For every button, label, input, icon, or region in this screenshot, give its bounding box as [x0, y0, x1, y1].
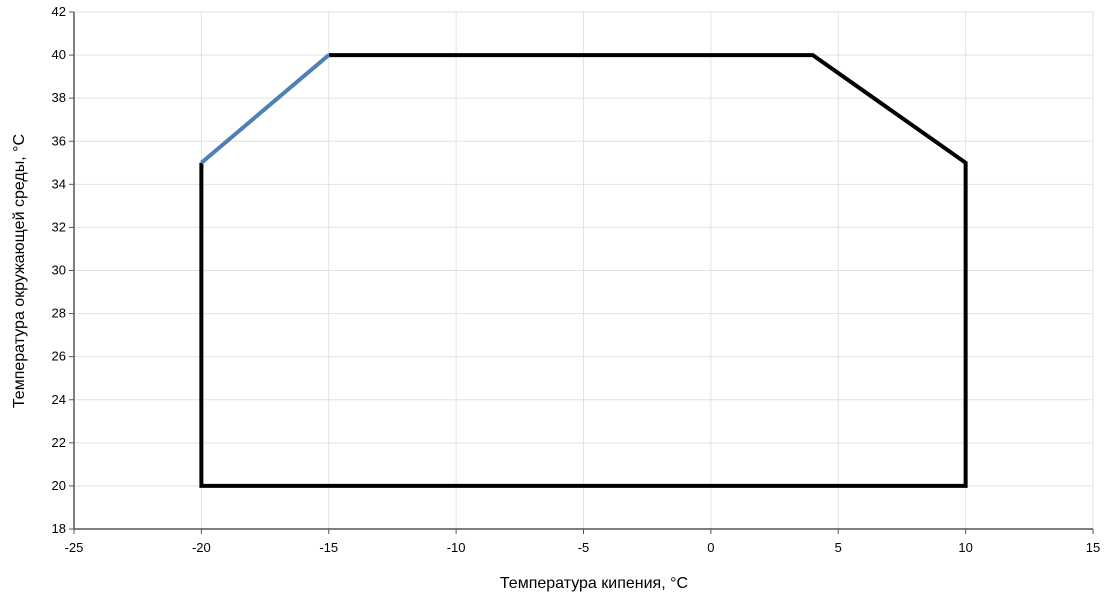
- x-tick-label: -15: [319, 540, 338, 555]
- y-tick-label: 42: [52, 4, 66, 19]
- y-tick-label: 30: [52, 263, 66, 278]
- y-tick-label: 34: [52, 176, 66, 191]
- y-tick-label: 26: [52, 349, 66, 364]
- y-tick-label: 22: [52, 435, 66, 450]
- y-tick-label: 20: [52, 478, 66, 493]
- y-tick-label: 18: [52, 521, 66, 536]
- grid: [74, 11, 1094, 529]
- x-tick-labels: -25 -20 -15 -10 -5 0 5 10 15: [65, 540, 1101, 555]
- y-tick-label: 38: [52, 90, 66, 105]
- y-tick-label: 40: [52, 47, 66, 62]
- y-axis-title: Температура окружающей среды, °С: [11, 134, 28, 408]
- x-tick-label: 10: [958, 540, 972, 555]
- y-tick-labels: 18 20 22 24 26 28 30 32 34 36 38 40 42: [52, 4, 66, 536]
- y-tick-label: 32: [52, 219, 66, 234]
- x-axis-title: Температура кипения, °С: [500, 575, 688, 592]
- x-tick-label: -10: [447, 540, 466, 555]
- x-tick-label: -25: [65, 540, 84, 555]
- x-tick-label: -5: [578, 540, 590, 555]
- x-tick-label: 15: [1086, 540, 1100, 555]
- series-line-1: [199, 53, 968, 488]
- axes: [69, 11, 1094, 534]
- x-tick-label: 5: [835, 540, 842, 555]
- x-tick-label: -20: [192, 540, 211, 555]
- x-tick-label: 0: [707, 540, 714, 555]
- y-tick-label: 24: [52, 392, 66, 407]
- y-tick-label: 36: [52, 133, 66, 148]
- series-line-2: [200, 53, 331, 165]
- y-tick-label: 28: [52, 306, 66, 321]
- series-layer: [199, 53, 968, 488]
